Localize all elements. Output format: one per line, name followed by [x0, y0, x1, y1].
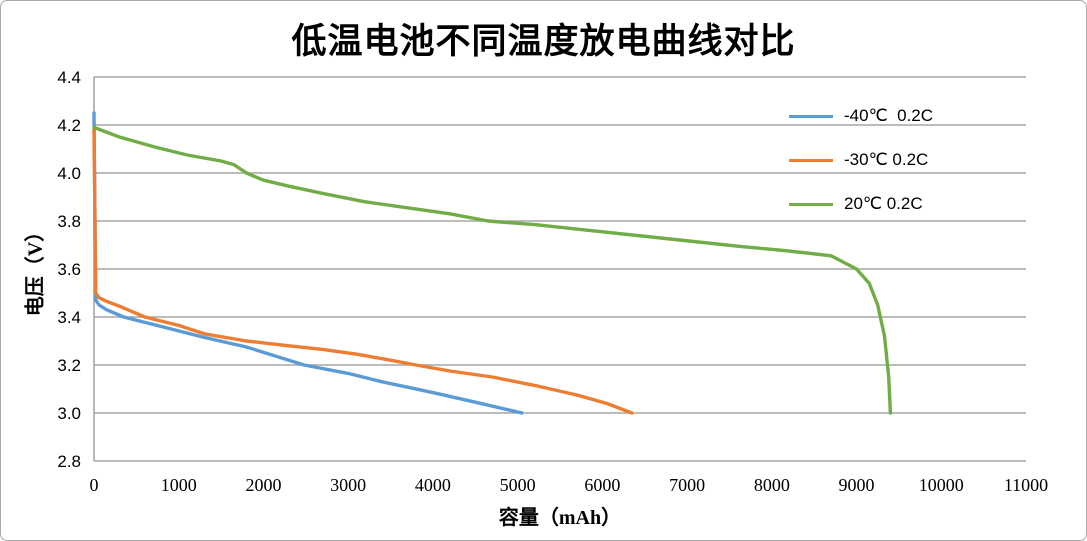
- y-tick-labels: 4.4 4.2 4.0 3.8 3.6 3.4 3.2 3.0 2.8: [57, 68, 81, 471]
- x-tick-label: 7000: [669, 475, 705, 495]
- y-tick-label: 3.6: [57, 260, 81, 279]
- y-tick-label: 3.2: [57, 356, 81, 375]
- y-tick-label: 3.4: [57, 308, 81, 327]
- y-tick-label: 2.8: [57, 452, 81, 471]
- chart-title: 低温电池不同温度放电曲线对比: [291, 22, 796, 61]
- y-tick-label: 4.4: [57, 68, 81, 87]
- legend-line-swatch-minus30c: [789, 158, 833, 162]
- legend-label: -30℃ 0.2C: [844, 150, 929, 169]
- x-tick-label: 0: [90, 475, 99, 495]
- y-tick-label: 3.0: [57, 404, 81, 423]
- x-tick-label: 6000: [584, 475, 620, 495]
- x-tick-label: 8000: [754, 475, 790, 495]
- series-lines: [92, 111, 893, 415]
- x-tick-label: 2000: [245, 475, 281, 495]
- series-line-2: [92, 125, 893, 415]
- x-tick-label: 4000: [415, 475, 451, 495]
- x-tick-labels: 0 1000 2000 3000 4000 5000 6000 7000 8000 9000 100…: [90, 475, 1049, 495]
- legend: -40℃ 0.2C -30℃ 0.2C 20℃ 0.2C: [789, 103, 989, 235]
- x-tick-label: 5000: [500, 475, 536, 495]
- x-tick-label: 11000: [1004, 475, 1048, 495]
- series-line-1: [92, 128, 634, 415]
- legend-label: -40℃ 0.2C: [844, 106, 934, 125]
- x-tick-label: 1000: [161, 475, 197, 495]
- legend-item-minus30c: -30℃ 0.2C: [789, 147, 989, 173]
- y-tick-label: 4.0: [57, 164, 81, 183]
- legend-line-swatch-20c: [789, 202, 833, 206]
- legend-label: 20℃ 0.2C: [844, 194, 923, 213]
- series-line-0: [92, 111, 524, 415]
- y-tick-label: 4.2: [57, 116, 81, 135]
- x-axis-label: 容量（mAh）: [498, 507, 622, 529]
- legend-line-swatch-minus40c: [789, 114, 833, 118]
- y-tick-label: 3.8: [57, 212, 81, 231]
- x-tick-label: 10000: [919, 475, 964, 495]
- legend-item-20c: 20℃ 0.2C: [789, 191, 989, 217]
- x-tick-label: 9000: [839, 475, 875, 495]
- legend-item-minus40c: -40℃ 0.2C: [789, 103, 989, 129]
- x-tick-label: 3000: [330, 475, 366, 495]
